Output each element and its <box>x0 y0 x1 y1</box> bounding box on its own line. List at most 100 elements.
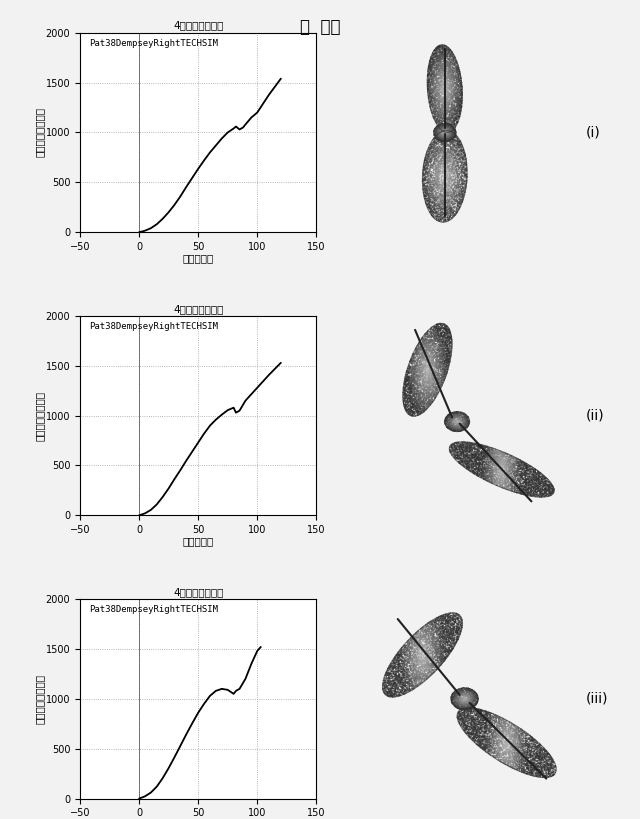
Point <box>450 169 460 182</box>
Point <box>445 198 456 211</box>
Point <box>444 352 454 365</box>
Point <box>409 397 419 410</box>
Point <box>440 364 450 378</box>
Point <box>518 467 529 480</box>
Point <box>483 462 493 475</box>
Point <box>530 740 540 753</box>
Point <box>451 613 461 627</box>
Point <box>434 214 444 227</box>
Point <box>461 724 471 737</box>
Point <box>425 382 435 396</box>
Point <box>440 121 450 134</box>
Point <box>494 465 504 478</box>
Point <box>455 92 465 105</box>
Point <box>431 115 441 128</box>
Point <box>440 413 451 426</box>
Point <box>439 205 449 218</box>
Point <box>394 673 404 686</box>
Point <box>447 124 457 137</box>
Point <box>452 414 462 428</box>
Point <box>399 660 409 673</box>
Point <box>454 610 465 623</box>
Point <box>424 378 434 391</box>
Point <box>442 118 452 131</box>
Point <box>418 670 428 683</box>
Point <box>458 161 468 174</box>
Point <box>410 681 420 694</box>
Point <box>408 366 418 379</box>
Point <box>447 79 457 92</box>
Point <box>474 735 484 748</box>
Point <box>484 449 495 462</box>
Point <box>436 613 447 626</box>
Point <box>435 120 445 133</box>
Point <box>436 120 446 133</box>
Point <box>435 642 445 655</box>
Point <box>506 750 516 763</box>
Point <box>491 729 501 742</box>
Point <box>422 647 433 660</box>
Point <box>406 408 416 421</box>
Point <box>526 737 536 750</box>
Point <box>435 351 445 364</box>
Point <box>433 93 444 106</box>
Point <box>423 657 433 670</box>
Point <box>440 355 450 368</box>
Point <box>520 482 531 495</box>
Point <box>451 95 461 108</box>
Point <box>471 690 481 704</box>
Point <box>508 727 518 740</box>
Point <box>525 486 535 499</box>
Point <box>422 393 432 406</box>
Point <box>522 484 532 497</box>
Point <box>424 190 434 203</box>
Point <box>528 482 538 495</box>
Point <box>437 336 447 349</box>
Point <box>450 89 460 102</box>
Point <box>417 375 428 388</box>
Point <box>438 101 448 114</box>
Point <box>435 324 445 337</box>
Point <box>429 55 439 68</box>
Point <box>397 667 408 680</box>
Point <box>405 387 415 400</box>
Point <box>420 645 430 658</box>
Point <box>502 471 513 484</box>
Point <box>493 736 503 749</box>
Point <box>457 709 467 722</box>
Point <box>423 169 433 182</box>
Point <box>428 385 438 398</box>
Point <box>451 138 461 151</box>
Point <box>426 651 436 664</box>
Point <box>413 666 423 679</box>
Point <box>415 394 425 407</box>
Point <box>453 420 463 433</box>
Point <box>537 488 547 501</box>
Point <box>471 696 481 709</box>
Point <box>438 641 448 654</box>
Point <box>483 462 493 475</box>
Point <box>452 114 463 127</box>
Point <box>426 389 436 402</box>
Point <box>424 375 435 388</box>
Point <box>505 748 515 761</box>
Point <box>440 360 451 373</box>
Point <box>437 48 447 61</box>
Point <box>465 437 476 450</box>
Point <box>442 56 452 69</box>
Point <box>441 120 451 133</box>
Point <box>477 457 487 470</box>
Point <box>433 186 443 199</box>
Point <box>406 393 416 406</box>
Point <box>474 457 484 470</box>
Point <box>450 695 460 708</box>
Point <box>438 114 449 127</box>
Point <box>440 85 451 98</box>
Point <box>452 613 463 626</box>
Point <box>409 383 419 396</box>
Point <box>430 145 440 158</box>
Point <box>429 163 439 176</box>
Point <box>397 687 407 700</box>
Point <box>452 150 463 163</box>
Point <box>516 726 527 740</box>
